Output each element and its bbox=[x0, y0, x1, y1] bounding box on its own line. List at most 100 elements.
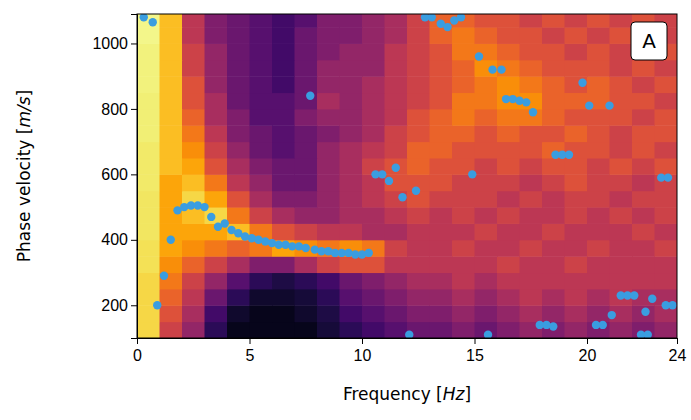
heatmap-cell bbox=[205, 142, 228, 159]
heatmap-cell bbox=[227, 273, 250, 290]
heatmap-cell bbox=[655, 76, 678, 93]
heatmap-cell bbox=[475, 223, 498, 240]
heatmap-cell bbox=[610, 207, 633, 224]
y-tick-label: 200 bbox=[101, 297, 128, 314]
heatmap-cell bbox=[452, 273, 475, 290]
marks bbox=[137, 14, 677, 338]
heatmap-cell bbox=[497, 125, 520, 142]
heatmap-cell bbox=[317, 305, 340, 322]
heatmap-cell bbox=[295, 76, 318, 93]
heatmap-cell bbox=[632, 256, 655, 273]
x-tick-label: 24 bbox=[669, 347, 687, 364]
heatmap-cell bbox=[632, 125, 655, 142]
heatmap-cell bbox=[632, 322, 655, 338]
heatmap-cell bbox=[227, 27, 250, 44]
heatmap-cell bbox=[655, 207, 678, 224]
heatmap-cell bbox=[205, 14, 228, 28]
heatmap-cell bbox=[160, 273, 183, 290]
y-tick: 600 bbox=[101, 166, 137, 183]
heatmap-cell bbox=[340, 174, 363, 191]
scatter-point bbox=[549, 322, 557, 330]
heatmap-cell bbox=[317, 273, 340, 290]
plot: 05101520242004006008001000A bbox=[92, 11, 686, 364]
heatmap-cell bbox=[407, 273, 430, 290]
heatmap-cell bbox=[272, 142, 295, 159]
heatmap-cell bbox=[565, 322, 588, 338]
heatmap-cell bbox=[362, 240, 385, 257]
scatter-point bbox=[488, 65, 496, 73]
heatmap-cell bbox=[205, 27, 228, 44]
heatmap-cell bbox=[520, 207, 543, 224]
heatmap-cell bbox=[452, 305, 475, 322]
heatmap-cell bbox=[362, 256, 385, 273]
scatter-point bbox=[428, 14, 436, 21]
heatmap-cell bbox=[475, 60, 498, 77]
scatter-point bbox=[484, 331, 492, 338]
heatmap-cell bbox=[272, 273, 295, 290]
y-axis-title: Phase velocity [m/s] bbox=[14, 90, 34, 262]
heatmap-cell bbox=[272, 125, 295, 142]
heatmap-cell bbox=[317, 142, 340, 159]
heatmap-cell bbox=[250, 158, 273, 175]
heatmap-cell bbox=[227, 142, 250, 159]
y-tick: 200 bbox=[101, 297, 137, 314]
y-tick-mark bbox=[131, 240, 137, 241]
heatmap-cell bbox=[475, 240, 498, 257]
heatmap-cell bbox=[520, 223, 543, 240]
heatmap-cell bbox=[452, 240, 475, 257]
heatmap-cell bbox=[475, 125, 498, 142]
heatmap-cell bbox=[250, 27, 273, 44]
heatmap-cell bbox=[407, 158, 430, 175]
heatmap-cell bbox=[340, 125, 363, 142]
heatmap-cell bbox=[205, 76, 228, 93]
panel-label: A bbox=[631, 22, 667, 60]
heatmap-cell bbox=[227, 93, 250, 110]
heatmap-cell bbox=[205, 174, 228, 191]
heatmap-cell bbox=[407, 14, 430, 28]
heatmap-cell bbox=[587, 240, 610, 257]
x-tick: 10 bbox=[354, 338, 372, 364]
heatmap-cell bbox=[385, 223, 408, 240]
heatmap-cell bbox=[272, 43, 295, 60]
heatmap-cell bbox=[250, 93, 273, 110]
heatmap-cell bbox=[317, 240, 340, 257]
heatmap-cell bbox=[430, 223, 453, 240]
x-tick-label: 20 bbox=[579, 347, 597, 364]
scatter-point bbox=[200, 203, 208, 211]
heatmap-cell bbox=[385, 256, 408, 273]
heatmap-cell bbox=[182, 240, 205, 257]
heatmap-cell bbox=[137, 322, 160, 338]
x-tick-label: 0 bbox=[133, 347, 142, 364]
heatmap-cell bbox=[160, 207, 183, 224]
heatmap-cell bbox=[250, 174, 273, 191]
heatmap-cell bbox=[160, 43, 183, 60]
heatmap-cell bbox=[430, 43, 453, 60]
heatmap-cell bbox=[182, 256, 205, 273]
heatmap-cell bbox=[655, 256, 678, 273]
heatmap-cell bbox=[272, 14, 295, 28]
heatmap-cell bbox=[205, 109, 228, 126]
y-tick-label: 400 bbox=[101, 231, 128, 248]
heatmap-cell bbox=[497, 305, 520, 322]
heatmap-cell bbox=[587, 256, 610, 273]
heatmap-cell bbox=[565, 142, 588, 159]
heatmap-cell bbox=[565, 289, 588, 306]
scatter-point bbox=[668, 301, 676, 309]
heatmap-cell bbox=[160, 305, 183, 322]
heatmap-cell bbox=[160, 174, 183, 191]
heatmap-cell bbox=[272, 93, 295, 110]
heatmap-cell bbox=[340, 207, 363, 224]
heatmap-cell bbox=[182, 60, 205, 77]
heatmap-cell bbox=[497, 273, 520, 290]
heatmap-cell bbox=[137, 256, 160, 273]
heatmap-cell bbox=[542, 125, 565, 142]
heatmap-cell bbox=[542, 27, 565, 44]
heatmap-cell bbox=[407, 43, 430, 60]
heatmap-cell bbox=[430, 273, 453, 290]
heatmap-cell bbox=[227, 305, 250, 322]
heatmap-cell bbox=[250, 43, 273, 60]
heatmap-cell bbox=[565, 191, 588, 208]
heatmap-cell bbox=[137, 240, 160, 257]
heatmap-cell bbox=[272, 60, 295, 77]
heatmap-cell bbox=[227, 223, 250, 240]
